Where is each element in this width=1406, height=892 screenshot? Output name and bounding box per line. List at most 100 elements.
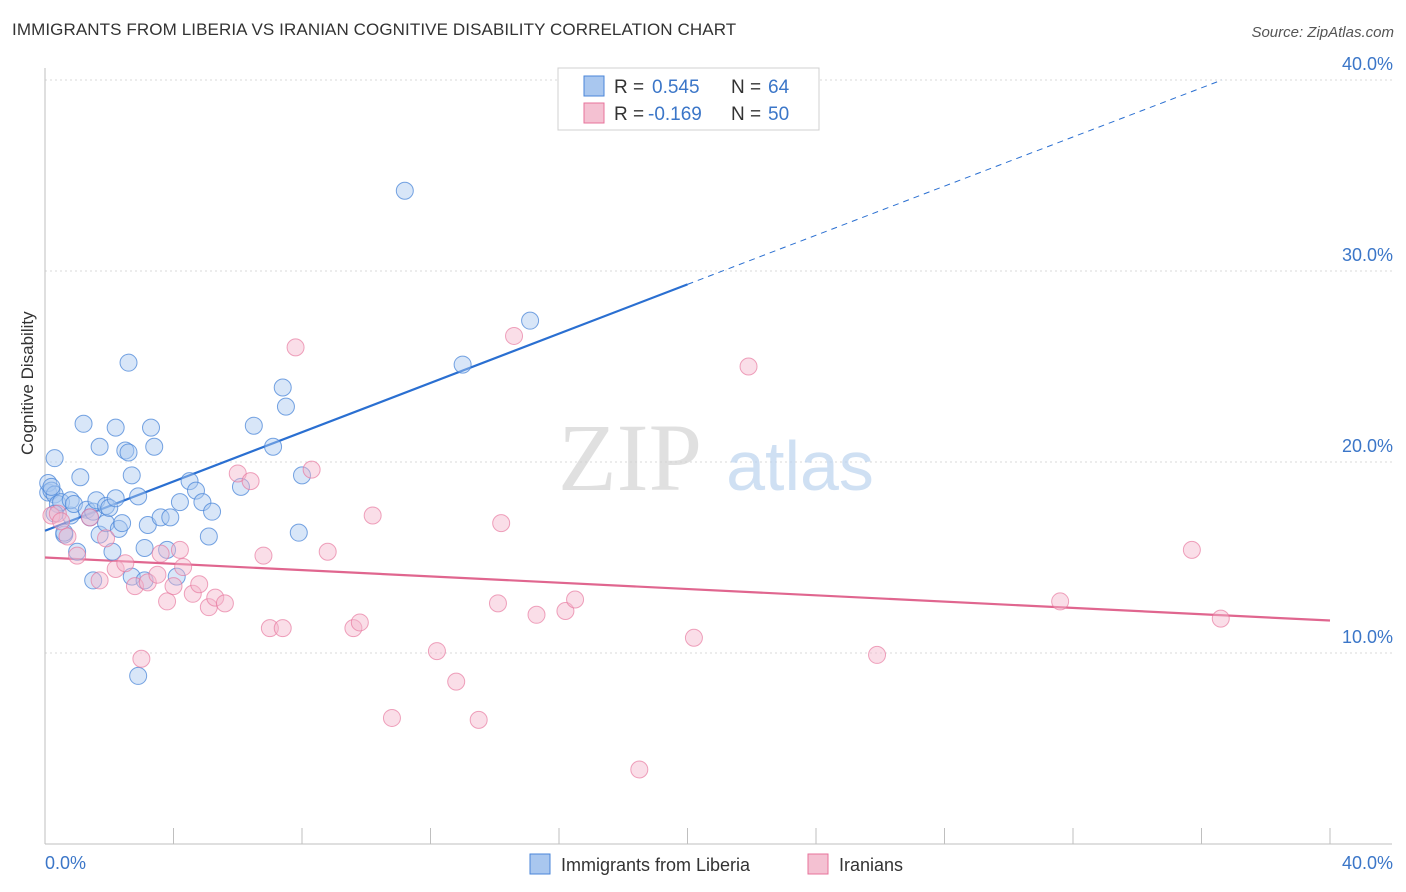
- point-iranians: [286, 338, 305, 357]
- point-iranians: [1182, 540, 1201, 559]
- point-liberia: [68, 542, 87, 561]
- point-liberia: [116, 441, 135, 460]
- point-iranians: [505, 326, 524, 345]
- point-iranians: [254, 546, 273, 565]
- point-liberia: [453, 355, 472, 374]
- trend-line-iranians: [44, 556, 1331, 622]
- legend-r-value-2: -0.169: [648, 104, 702, 125]
- point-liberia: [129, 487, 148, 506]
- series-legend-swatch-liberia: [529, 853, 551, 875]
- point-liberia: [106, 418, 125, 437]
- point-liberia: [42, 477, 61, 496]
- point-iranians: [318, 542, 337, 561]
- point-iranians: [42, 506, 61, 525]
- point-iranians: [80, 508, 99, 527]
- point-liberia: [203, 502, 222, 521]
- point-iranians: [116, 554, 135, 573]
- point-iranians: [260, 619, 279, 638]
- x-tick-label: 0.0%: [45, 853, 86, 873]
- points-liberia: [39, 181, 540, 685]
- point-iranians: [447, 672, 466, 691]
- point-liberia: [273, 378, 292, 397]
- point-liberia: [199, 527, 218, 546]
- point-iranians: [427, 642, 446, 661]
- y-tick-label: 10.0%: [1342, 627, 1393, 647]
- point-iranians: [527, 605, 546, 624]
- point-iranians: [190, 575, 209, 594]
- point-liberia: [193, 493, 212, 512]
- point-liberia: [119, 353, 138, 372]
- point-liberia: [395, 181, 414, 200]
- point-liberia: [135, 538, 154, 557]
- trend-line-liberia-dashed: [687, 79, 1223, 285]
- watermark-atlas: atlas: [726, 427, 874, 505]
- point-liberia: [119, 443, 138, 462]
- watermark-zip: ZIP: [558, 404, 702, 511]
- trend-iranians: [44, 556, 1331, 622]
- point-iranians: [350, 613, 369, 632]
- point-iranians: [868, 645, 887, 664]
- point-liberia: [161, 508, 180, 527]
- point-liberia: [151, 508, 170, 527]
- chart-title: IMMIGRANTS FROM LIBERIA VS IRANIAN COGNI…: [12, 20, 737, 39]
- source-label: Source: ZipAtlas.com: [1251, 24, 1394, 41]
- point-liberia: [100, 498, 119, 517]
- point-liberia: [145, 437, 164, 456]
- point-iranians: [556, 601, 575, 620]
- point-liberia: [244, 416, 263, 435]
- trend-line-liberia: [44, 283, 688, 532]
- watermark: ZIP atlas: [558, 404, 874, 511]
- legend-n-label-2: N =: [731, 104, 761, 125]
- point-liberia: [186, 481, 205, 500]
- legend-swatch-iranians: [583, 102, 605, 124]
- point-liberia: [45, 449, 64, 468]
- point-iranians: [183, 584, 202, 603]
- point-liberia: [521, 311, 540, 330]
- point-iranians: [206, 588, 225, 607]
- point-iranians: [241, 472, 260, 491]
- point-liberia: [264, 437, 283, 456]
- series-legend-label-liberia: Immigrants from Liberia: [561, 855, 751, 875]
- point-iranians: [174, 558, 193, 577]
- point-iranians: [382, 708, 401, 727]
- axes: [44, 68, 1392, 845]
- point-iranians: [273, 619, 292, 638]
- y-tick-label: 40.0%: [1342, 54, 1393, 74]
- point-iranians: [90, 571, 109, 590]
- legend-n-value-1: 64: [768, 77, 790, 98]
- point-iranians: [52, 512, 71, 531]
- point-liberia: [90, 437, 109, 456]
- tick-labels: 10.0% 20.0% 30.0% 40.0% 0.0% 40.0%: [45, 54, 1393, 873]
- point-liberia: [113, 514, 132, 533]
- stats-legend: R = 0.545 N = 64 R = -0.169 N = 50: [557, 67, 820, 131]
- x-tick-label: 40.0%: [1342, 853, 1393, 873]
- point-iranians: [158, 592, 177, 611]
- legend-r-label-1: R =: [614, 77, 644, 98]
- point-iranians: [469, 710, 488, 729]
- point-iranians: [58, 527, 77, 546]
- point-iranians: [1211, 609, 1230, 628]
- point-liberia: [129, 666, 148, 685]
- point-iranians: [630, 760, 649, 779]
- trend-liberia: [44, 79, 1223, 532]
- point-iranians: [151, 544, 170, 563]
- point-iranians: [1051, 592, 1070, 611]
- point-iranians: [106, 559, 125, 578]
- point-iranians: [684, 628, 703, 647]
- point-iranians: [138, 573, 157, 592]
- series-legend-swatch-iranians: [807, 853, 829, 875]
- point-iranians: [170, 540, 189, 559]
- point-iranians: [68, 546, 87, 565]
- legend-n-value-2: 50: [768, 104, 789, 125]
- point-liberia: [180, 472, 199, 491]
- point-liberia: [39, 483, 58, 502]
- point-iranians: [164, 577, 183, 596]
- point-liberia: [84, 571, 103, 590]
- legend-n-label-1: N =: [731, 77, 761, 98]
- point-liberia: [74, 414, 93, 433]
- point-liberia: [142, 418, 161, 437]
- point-iranians: [363, 506, 382, 525]
- y-tick-label: 20.0%: [1342, 436, 1393, 456]
- point-iranians: [215, 594, 234, 613]
